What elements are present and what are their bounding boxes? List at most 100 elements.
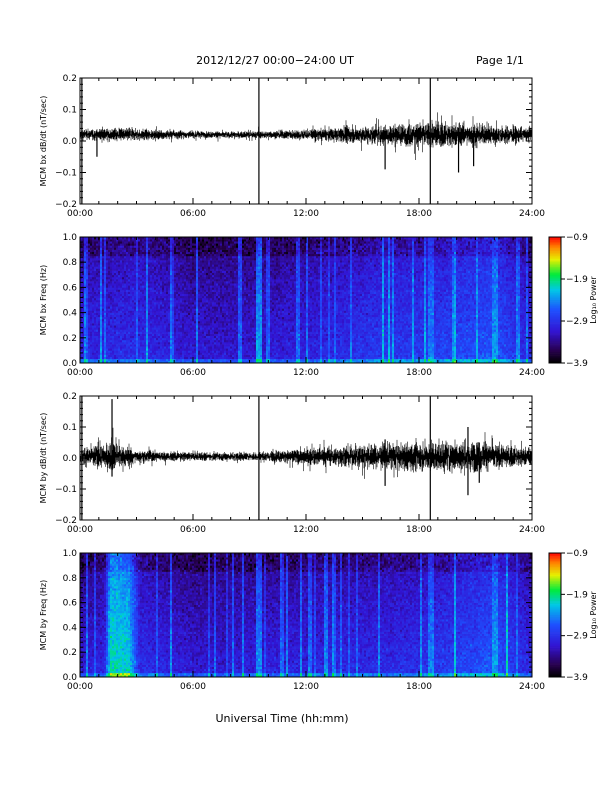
spectrogram-cell — [226, 294, 228, 296]
spectrogram-cell — [92, 348, 94, 350]
spectrogram-cell — [92, 245, 94, 247]
spectrogram-cell — [104, 239, 106, 241]
spectrogram-cell — [128, 252, 130, 254]
spectrogram-cell — [238, 329, 240, 331]
spectrogram-cell — [110, 321, 112, 323]
spectrogram-cell — [110, 269, 112, 271]
spectrogram-cell — [168, 304, 170, 306]
spectrogram-cell — [230, 283, 232, 285]
spectrogram-cell — [110, 252, 112, 254]
spectrogram-cell — [230, 350, 232, 352]
spectrogram-cell — [154, 250, 156, 252]
spectrogram-cell — [112, 296, 114, 298]
spectrogram-cell — [186, 296, 188, 298]
spectrogram-cell — [96, 306, 98, 308]
spectrogram-cell — [194, 245, 196, 247]
spectrogram-cell — [154, 306, 156, 308]
spectrogram-cell — [146, 359, 148, 361]
spectrogram-cell — [218, 357, 220, 359]
spectrogram-cell — [208, 285, 210, 287]
spectrogram-cell — [218, 338, 220, 340]
spectrogram-cell — [150, 300, 152, 302]
spectrogram-cell — [222, 348, 224, 350]
spectrogram-cell — [168, 319, 170, 321]
spectrogram-cell — [206, 304, 208, 306]
spectrogram-cell — [134, 306, 136, 308]
spectrogram-cell — [236, 250, 238, 252]
spectrogram-cell — [168, 252, 170, 254]
spectrogram-cell — [184, 346, 186, 348]
spectrogram-cell — [210, 256, 212, 258]
spectrogram-cell — [132, 254, 134, 256]
spectrogram-cell — [182, 359, 184, 361]
spectrogram-cell — [174, 332, 176, 334]
spectrogram-cell — [122, 317, 124, 319]
spectrogram-cell — [96, 248, 98, 250]
spectrogram-cell — [202, 252, 204, 254]
spectrogram-cell — [124, 359, 126, 361]
spectrogram-cell — [216, 336, 218, 338]
spectrogram-cell — [146, 308, 148, 310]
spectrogram-cell — [156, 281, 158, 283]
spectrogram-cell — [112, 325, 114, 327]
spectrogram-cell — [190, 283, 192, 285]
spectrogram-cell — [160, 285, 162, 287]
spectrogram-cell — [180, 285, 182, 287]
spectrogram-cell — [164, 243, 166, 245]
spectrogram-cell — [202, 275, 204, 277]
spectrogram-cell — [166, 340, 168, 342]
spectrogram-cell — [102, 287, 104, 289]
spectrogram-cell — [96, 321, 98, 323]
spectrogram-cell — [190, 313, 192, 315]
spectrogram-cell — [218, 243, 220, 245]
spectrogram-cell — [154, 348, 156, 350]
spectrogram-cell — [120, 340, 122, 342]
spectrogram-cell — [122, 338, 124, 340]
spectrogram-cell — [84, 332, 86, 334]
spectrogram-cell — [154, 248, 156, 250]
spectrogram-cell — [170, 296, 172, 298]
spectrogram-cell — [126, 260, 128, 262]
spectrogram-cell — [104, 338, 106, 340]
spectrogram-cell — [202, 342, 204, 344]
spectrogram-cell — [126, 325, 128, 327]
spectrogram-cell — [92, 319, 94, 321]
spectrogram-cell — [182, 258, 184, 260]
spectrogram-cell — [184, 342, 186, 344]
spectrogram-cell — [104, 340, 106, 342]
spectrogram-cell — [150, 283, 152, 285]
spectrogram-cell — [180, 275, 182, 277]
spectrogram-cell — [224, 327, 226, 329]
spectrogram-cell — [100, 281, 102, 283]
spectrogram-cell — [92, 254, 94, 256]
spectrogram-cell — [196, 359, 198, 361]
spectrogram-cell — [140, 357, 142, 359]
spectrogram-cell — [214, 294, 216, 296]
spectrogram-cell — [240, 287, 242, 289]
spectrogram-cell — [88, 336, 90, 338]
spectrogram-cell — [92, 315, 94, 317]
spectrogram-cell — [228, 344, 230, 346]
page-number: Page 1/1 — [476, 54, 524, 67]
spectrogram-cell — [136, 243, 138, 245]
spectrogram-cell — [156, 308, 158, 310]
spectrogram-cell — [172, 258, 174, 260]
spectrogram-cell — [190, 296, 192, 298]
spectrogram-cell — [210, 260, 212, 262]
spectrogram-cell — [162, 292, 164, 294]
spectrogram-cell — [100, 269, 102, 271]
spectrogram-cell — [140, 338, 142, 340]
spectrogram-cell — [194, 357, 196, 359]
spectrogram-cell — [148, 252, 150, 254]
spectrogram-cell — [190, 308, 192, 310]
spectrogram-cell — [156, 311, 158, 313]
spectrogram-cell — [168, 350, 170, 352]
spectrogram-cell — [164, 336, 166, 338]
spectrogram-cell — [96, 250, 98, 252]
spectrogram-cell — [146, 266, 148, 268]
spectrogram-cell — [136, 245, 138, 247]
spectrogram-cell — [106, 311, 108, 313]
spectrogram-cell — [146, 241, 148, 243]
spectrogram-cell — [162, 334, 164, 336]
spectrogram-cell — [210, 357, 212, 359]
